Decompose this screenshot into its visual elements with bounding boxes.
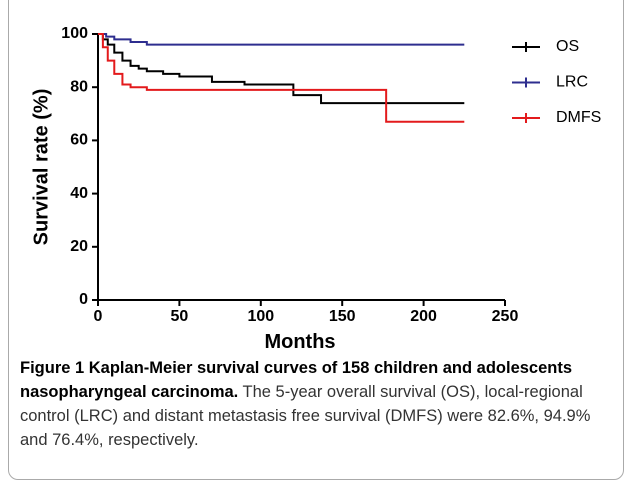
y-tick-label: 40 [70, 185, 88, 202]
y-tick-label: 100 [61, 25, 88, 42]
x-tick-label: 100 [247, 308, 274, 325]
x-axis-title: Months [264, 331, 335, 350]
survival-curve [98, 33, 465, 123]
caption-text: The 5-year overall survival (OS), local-… [20, 383, 591, 449]
chart: Months Survival rate (%) 0 20 40 60 80 100 0 50… [30, 25, 601, 350]
survival-curve [98, 33, 465, 105]
y-tick-label: 60 [70, 132, 88, 149]
y-tick-label: 80 [70, 78, 88, 95]
x-tick-label: 200 [410, 308, 437, 325]
caption-title: Figure 1 Kaplan-Meier survival curves of… [20, 359, 573, 401]
legend-label: LRC [556, 74, 588, 91]
x-tick-label: 50 [171, 308, 189, 325]
legend-label: DMFS [556, 109, 601, 126]
frame [8, 0, 624, 480]
x-tick-label: 250 [492, 308, 519, 325]
survival-curve [98, 33, 465, 46]
y-tick-label: 20 [70, 238, 88, 255]
y-axis-title: Survival rate (%) [30, 89, 52, 246]
x-tick-label: 150 [329, 308, 356, 325]
legend-label: OS [556, 38, 579, 55]
caption: Figure 1 Kaplan-Meier survival curves of… [20, 356, 620, 452]
x-tick-label: 0 [94, 308, 103, 325]
y-tick-label: 0 [79, 291, 88, 308]
